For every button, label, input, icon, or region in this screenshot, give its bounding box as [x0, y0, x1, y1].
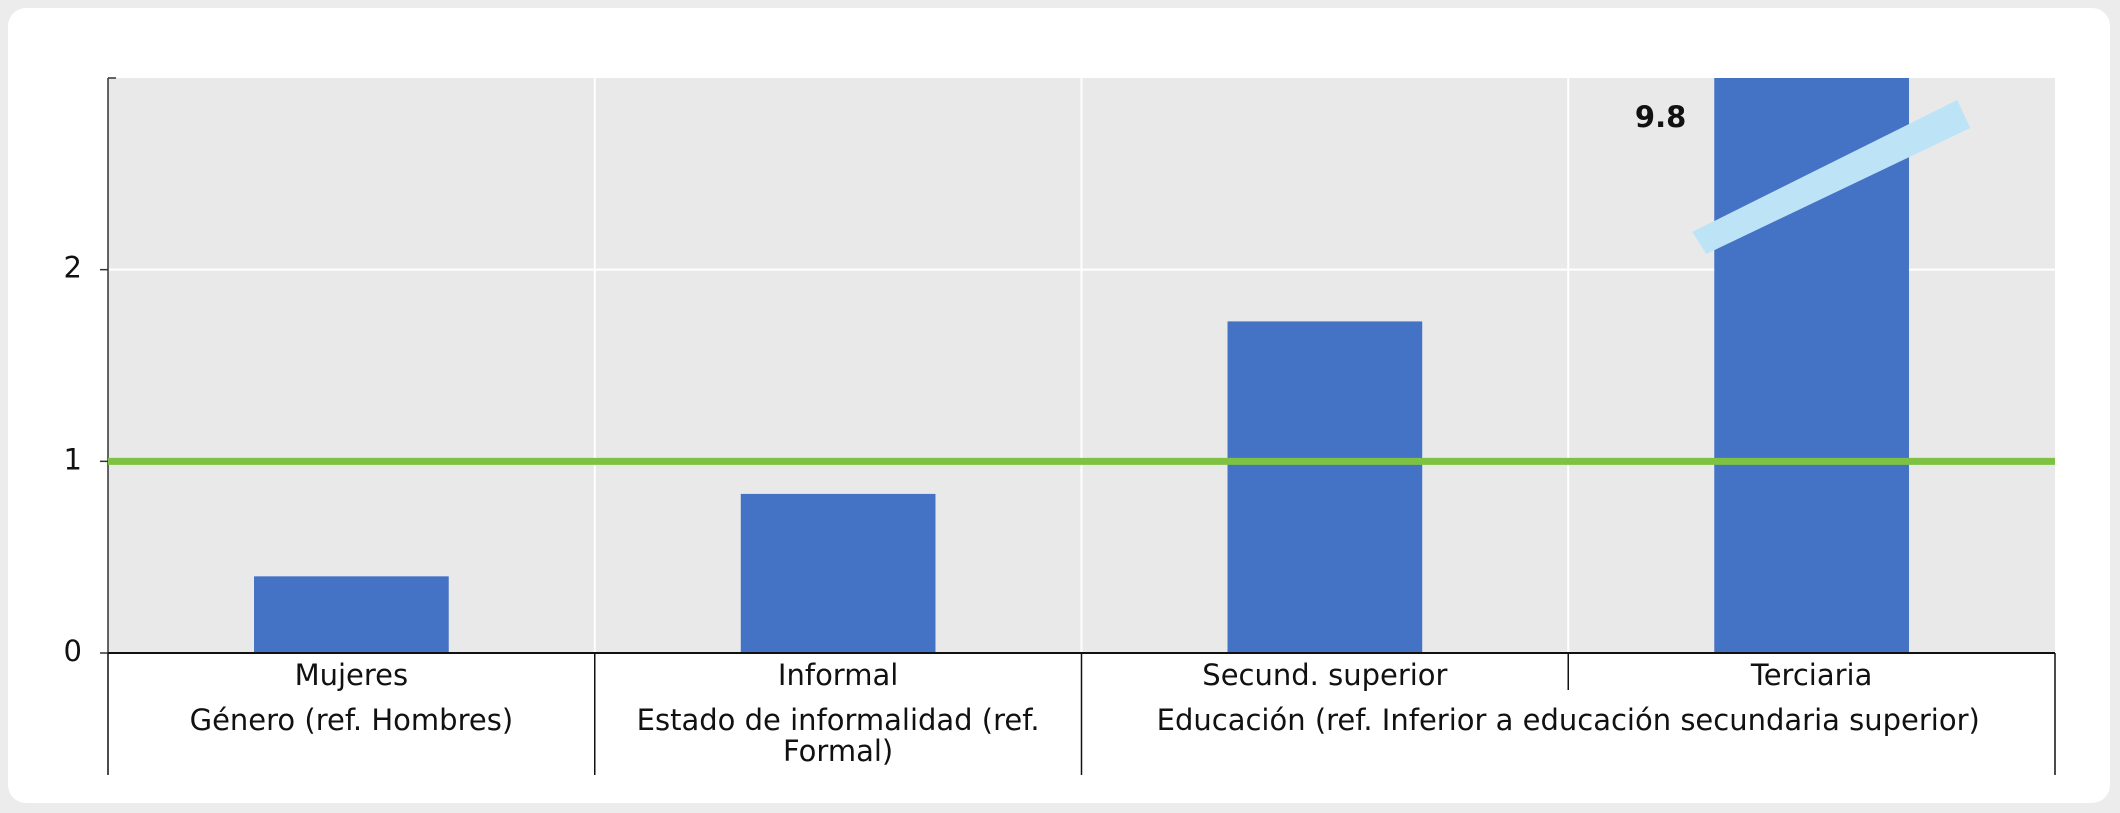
x-tick-label: Mujeres	[295, 658, 409, 692]
x-tick-label: Secund. superior	[1202, 658, 1447, 692]
bar	[1714, 78, 1909, 653]
y-tick-label: 2	[64, 251, 82, 285]
x-tick-label: Terciaria	[1750, 658, 1872, 692]
group-label: Estado de informalidad (ref. Formal)	[636, 703, 1040, 768]
data-label: 9.8	[1635, 100, 1686, 134]
group-label: Educación (ref. Inferior a educación sec…	[1156, 703, 1980, 737]
y-tick-label: 1	[64, 442, 82, 476]
bar	[254, 576, 449, 653]
bar	[1227, 321, 1423, 653]
group-label: Género (ref. Hombres)	[189, 703, 514, 737]
y-tick-label: 0	[64, 634, 82, 668]
bar	[740, 493, 936, 653]
x-tick-label: Informal	[778, 658, 898, 692]
axis-break	[1692, 100, 1971, 254]
